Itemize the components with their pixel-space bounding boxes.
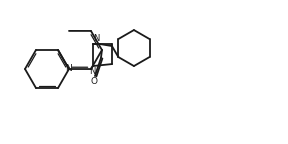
Text: N: N bbox=[93, 34, 99, 43]
Text: N: N bbox=[66, 64, 72, 73]
Text: N: N bbox=[89, 67, 95, 76]
Text: O: O bbox=[90, 76, 97, 86]
